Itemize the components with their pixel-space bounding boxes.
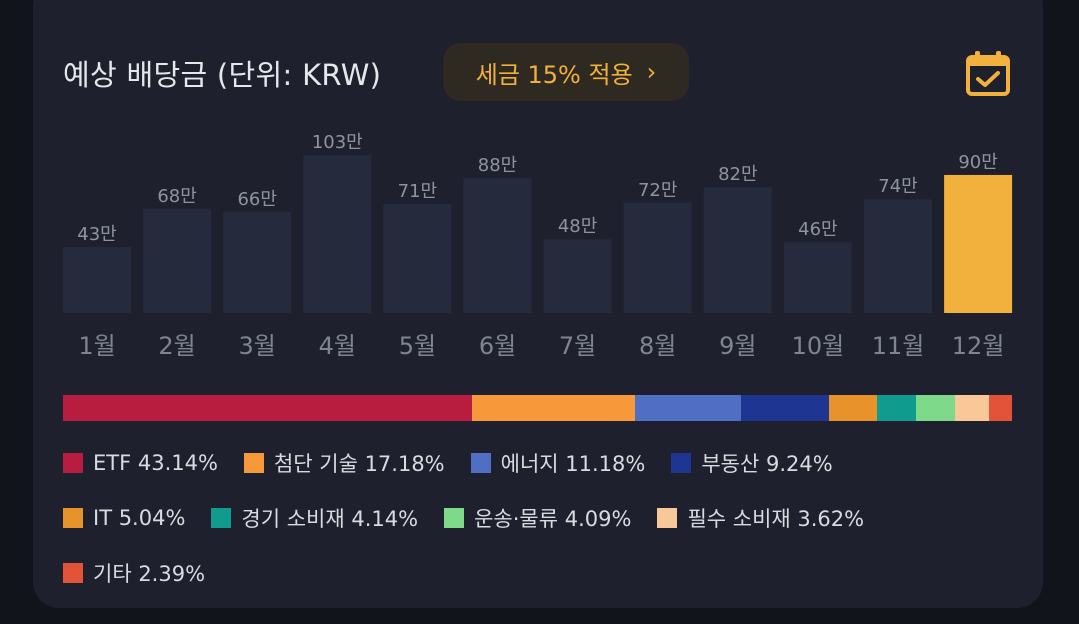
bar-8[interactable]: [623, 202, 692, 313]
bar-5[interactable]: [383, 204, 452, 313]
chevron-right-icon: ›: [646, 58, 657, 86]
legend-item[interactable]: 에너지 11.18%: [470, 448, 646, 478]
allocation-segment: [916, 395, 955, 421]
bar-10[interactable]: [783, 242, 852, 313]
month-label: 2월: [158, 332, 196, 360]
legend-swatch: [671, 453, 692, 473]
bar-value-label: 72만: [637, 179, 678, 201]
bar-3[interactable]: [223, 211, 292, 313]
card-title: 예상 배당금 (단위: KRW): [63, 58, 382, 92]
bar-11[interactable]: [864, 199, 932, 313]
bar-value-label: 48만: [557, 216, 598, 238]
month-label: 4월: [318, 332, 356, 360]
month-label: 6월: [478, 332, 517, 360]
legend-label: 에너지 11.18%: [500, 452, 646, 476]
month-label: 9월: [719, 332, 757, 360]
bar-value-label: 88만: [477, 155, 518, 176]
legend-label: 운송·물류 4.09%: [474, 507, 632, 531]
legend-item[interactable]: 필수 소비재 3.62%: [657, 503, 864, 533]
legend-item[interactable]: 부동산 9.24%: [671, 448, 833, 478]
legend-swatch: [63, 453, 83, 473]
legend-item[interactable]: ETF 43.14%: [63, 451, 218, 475]
legend-row: ETF 43.14% 첨단 기술 17.18% 에너지 11.18% 부동산 9.24…: [63, 448, 1023, 478]
legend-swatch: [444, 508, 465, 528]
month-label: 7월: [558, 332, 597, 360]
legend-swatch: [470, 453, 491, 473]
legend-label: ETF 43.14%: [93, 451, 218, 475]
month-label: 1월: [78, 332, 116, 360]
allocation-segment: [989, 395, 1012, 421]
bar-value-label: 103만: [311, 132, 363, 153]
bar-12[interactable]: [944, 174, 1013, 313]
allocation-segment: [741, 395, 830, 421]
month-label: 12월: [951, 332, 1005, 360]
bar-9[interactable]: [703, 187, 772, 313]
calendar-icon[interactable]: [962, 48, 1014, 100]
allocation-segment: [876, 395, 917, 421]
bar-value-label: 68만: [157, 185, 197, 207]
month-label: 10월: [791, 332, 845, 360]
legend-swatch: [657, 508, 678, 528]
legend-row: 기타 2.39%: [63, 558, 1023, 588]
bar-value-label: 82만: [718, 164, 758, 186]
allocation-segment: [63, 395, 473, 421]
bar-1[interactable]: [63, 247, 131, 313]
legend-row: IT 5.04% 경기 소비재 4.14% 운송·물류 4.09% 필수 소비재 3.…: [63, 503, 1023, 533]
allocation-segment: [635, 395, 742, 421]
legend-label: 첨단 기술 17.18%: [273, 452, 445, 476]
legend-item[interactable]: 운송·물류 4.09%: [444, 503, 631, 533]
legend-item[interactable]: 경기 소비재 4.14%: [211, 503, 418, 533]
bar-value-label: 74만: [878, 176, 918, 198]
month-label: 5월: [398, 332, 437, 360]
bar-value-label: 90만: [958, 151, 998, 173]
legend-label: 필수 소비재 3.62%: [687, 507, 865, 531]
month-label: 8월: [639, 332, 677, 360]
bar-value-label: 46만: [798, 219, 838, 241]
bar-6[interactable]: [463, 178, 532, 313]
legend-item[interactable]: IT 5.04%: [63, 506, 185, 530]
legend-label: 부동산 9.24%: [701, 452, 833, 476]
allocation-stacked-bar: [63, 395, 1012, 421]
legend-label: 기타 2.39%: [93, 562, 206, 586]
bar-value-label: 71만: [397, 181, 438, 203]
bar-7[interactable]: [543, 239, 612, 313]
allocation-segment: [829, 395, 877, 421]
legend-swatch: [243, 453, 264, 473]
month-label: 11월: [871, 332, 925, 360]
bar-value-label: 43만: [77, 224, 117, 246]
legend-swatch: [211, 508, 232, 528]
legend-label: 경기 소비재 4.14%: [241, 507, 419, 531]
allocation-segment: [954, 395, 990, 421]
legend-item[interactable]: 기타 2.39%: [63, 558, 205, 588]
allocation-segment: [472, 395, 636, 421]
tax-button-label: 세금 15% 적용: [475, 60, 633, 89]
legend-item[interactable]: 첨단 기술 17.18%: [243, 448, 445, 478]
bar-4[interactable]: [303, 155, 372, 313]
tax-toggle-button[interactable]: 세금 15% 적용 ›: [443, 43, 689, 101]
bar-2[interactable]: [143, 208, 212, 313]
month-label: 3월: [238, 332, 276, 360]
legend-swatch: [63, 508, 83, 528]
legend-swatch: [63, 563, 83, 583]
allocation-legend: ETF 43.14% 첨단 기술 17.18% 에너지 11.18% 부동산 9.24…: [63, 448, 1023, 613]
legend-label: IT 5.04%: [93, 506, 186, 530]
bar-value-label: 66만: [237, 188, 277, 210]
